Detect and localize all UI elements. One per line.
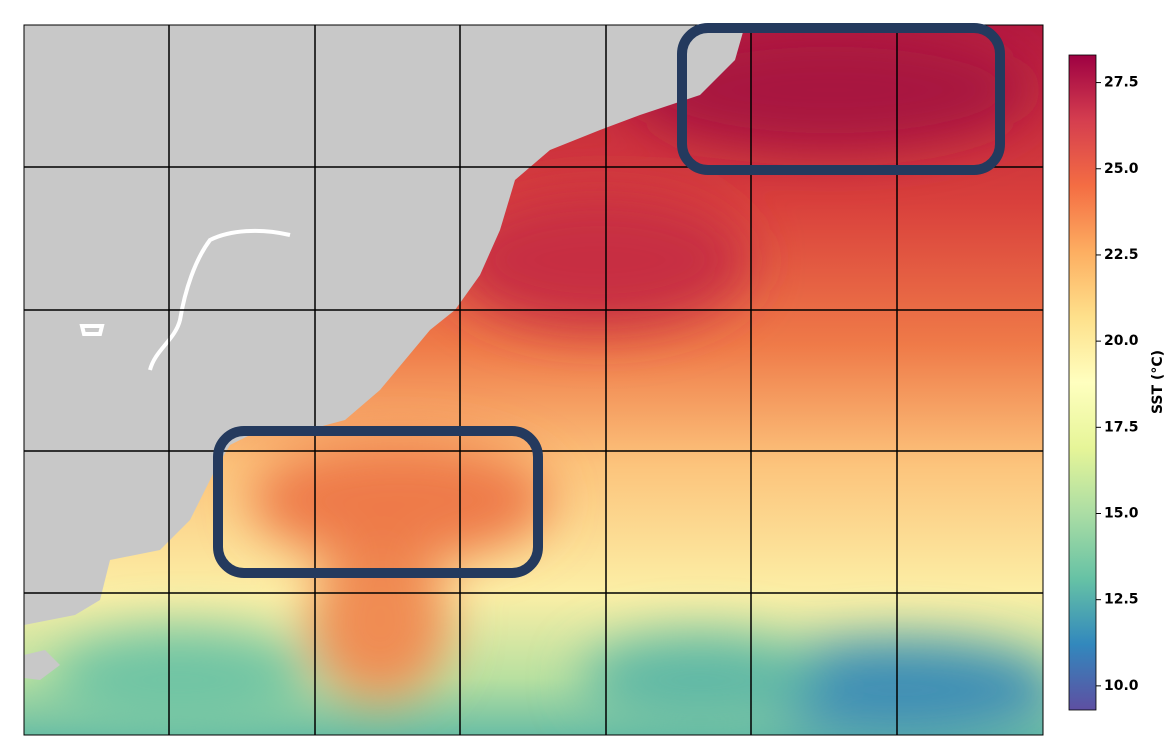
- colorbar-tick-label: 22.5: [1104, 247, 1139, 263]
- colorbar-tick-label: 10.0: [1104, 678, 1139, 694]
- land: [24, 25, 745, 625]
- colorbar-tick-label: 12.5: [1104, 592, 1139, 608]
- highlight-box: [677, 23, 1005, 175]
- colorbar-tick-label: 15.0: [1104, 506, 1139, 522]
- colorbar-tick-label: 17.5: [1104, 419, 1139, 435]
- colorbar-tick-label: 20.0: [1104, 333, 1139, 349]
- highlight-box: [213, 426, 543, 578]
- map-frame: [23, 24, 1044, 736]
- colorbar-tick-label: 25.0: [1104, 161, 1139, 177]
- colorbar: [1068, 54, 1097, 711]
- colorbar-tick-label: 27.5: [1104, 75, 1139, 91]
- colorbar-label: SST (°C): [1150, 350, 1166, 414]
- graticule: [24, 25, 1043, 735]
- map: [24, 25, 1043, 735]
- land: [24, 650, 60, 680]
- river: [79, 228, 291, 371]
